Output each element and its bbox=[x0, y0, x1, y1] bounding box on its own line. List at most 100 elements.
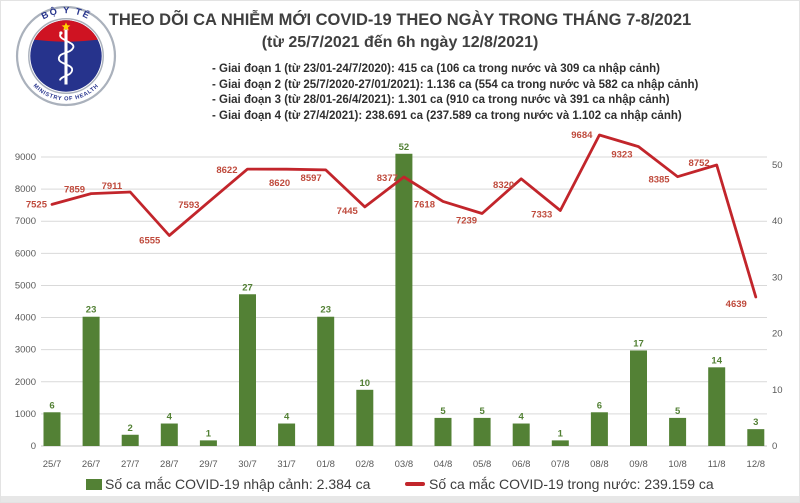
bar bbox=[590, 412, 608, 446]
right-axis-tick: 40 bbox=[772, 216, 783, 227]
line-value-label: 7445 bbox=[337, 206, 359, 217]
bar bbox=[395, 153, 413, 446]
line-value-label: 8620 bbox=[269, 178, 290, 189]
bar bbox=[317, 316, 335, 446]
bar bbox=[747, 429, 765, 446]
bar bbox=[278, 423, 296, 446]
legend-imported-label: Số ca mắc COVID-19 nhập cảnh: 2.384 ca bbox=[105, 476, 371, 492]
date-label: 12/8 bbox=[747, 459, 766, 470]
bar bbox=[512, 423, 530, 446]
axis-labels: 0100020003000400050006000700080009000010… bbox=[15, 152, 783, 470]
date-label: 03/8 bbox=[395, 459, 414, 470]
bar bbox=[708, 367, 726, 446]
phase-line-1: - Giai đoạn 1 (từ 23/01-24/7/2020): 415 … bbox=[212, 63, 660, 75]
bar-value-label: 17 bbox=[633, 338, 644, 349]
bar-value-label: 6 bbox=[597, 400, 602, 411]
bar-value-label: 14 bbox=[711, 355, 722, 366]
left-axis-tick: 4000 bbox=[15, 313, 36, 324]
bar bbox=[199, 440, 217, 446]
line-value-label: 8320 bbox=[493, 180, 514, 191]
snake-icon bbox=[57, 32, 75, 81]
line-value-label: 9684 bbox=[571, 130, 593, 141]
line-value-label: 7859 bbox=[64, 185, 85, 196]
left-axis-tick: 0 bbox=[31, 441, 36, 452]
star-icon bbox=[61, 22, 71, 31]
bar bbox=[630, 350, 647, 446]
combo-chart: 6 23 2 4 1 27 4 23 10 52 5 5 4 1 6 17 5 14 3 7525 7859 7911 65… bbox=[15, 130, 783, 470]
line-value-label: 8597 bbox=[301, 173, 322, 184]
left-axis-tick: 9000 bbox=[15, 152, 36, 163]
domestic-cases-line-icon bbox=[405, 482, 425, 486]
imported-cases-swatch-icon bbox=[86, 478, 102, 490]
line-value-label: 7239 bbox=[456, 216, 477, 227]
bar bbox=[82, 316, 100, 446]
line-value-label: 9323 bbox=[611, 150, 632, 161]
legend-item-domestic: Số ca mắc COVID-19 trong nước: 239.159 c… bbox=[405, 476, 714, 492]
bar bbox=[473, 417, 491, 446]
page-title: THEO DÕI CA NHIỄM MỚI COVID-19 THEO NGÀY… bbox=[108, 11, 692, 29]
line-value-label: 4639 bbox=[726, 299, 747, 310]
phase-summary-list: - Giai đoạn 1 (từ 23/01-24/7/2020): 415 … bbox=[212, 62, 698, 124]
bar-value-label: 23 bbox=[86, 305, 97, 316]
date-label: 30/7 bbox=[238, 459, 257, 470]
left-axis-tick: 5000 bbox=[15, 280, 36, 291]
bar-value-label: 4 bbox=[519, 412, 525, 423]
bar-value-label: 5 bbox=[479, 406, 485, 417]
left-axis-tick: 6000 bbox=[15, 248, 36, 259]
bar bbox=[160, 423, 178, 446]
right-axis-tick: 20 bbox=[772, 329, 783, 340]
right-axis-tick: 10 bbox=[772, 385, 783, 396]
moh-logo-icon: BỘ Y TẾ MINISTRY OF HEALTH bbox=[15, 5, 117, 107]
bar-value-label: 3 bbox=[753, 417, 758, 428]
line-value-label: 8385 bbox=[648, 175, 670, 186]
phase-line-2: - Giai đoạn 2 (từ 25/7/2020-27/01/2021):… bbox=[212, 78, 699, 91]
date-label: 06/8 bbox=[512, 459, 531, 470]
bar-value-label: 1 bbox=[558, 428, 564, 439]
date-label: 27/7 bbox=[121, 459, 140, 470]
right-axis-tick: 0 bbox=[772, 441, 777, 452]
left-axis-tick: 3000 bbox=[15, 345, 36, 356]
bar-value-label: 10 bbox=[360, 378, 371, 389]
phase-line-3: - Giai đoạn 3 (từ 28/01-26/4/2021): 1.30… bbox=[212, 94, 670, 106]
line-value-label: 7911 bbox=[102, 181, 123, 192]
bar bbox=[121, 434, 139, 446]
bar-value-label: 4 bbox=[284, 412, 290, 423]
bar-value-label: 52 bbox=[399, 142, 410, 153]
bar bbox=[551, 440, 569, 446]
bar-value-label: 27 bbox=[242, 282, 253, 293]
bar-value-labels: 6 23 2 4 1 27 4 23 10 52 5 5 4 1 6 17 5 14 3 bbox=[49, 142, 758, 440]
bar-value-label: 5 bbox=[440, 406, 446, 417]
date-label: 25/7 bbox=[43, 459, 62, 470]
date-label: 01/8 bbox=[316, 459, 335, 470]
ministry-of-health-logo: BỘ Y TẾ MINISTRY OF HEALTH bbox=[15, 5, 117, 107]
date-label: 31/7 bbox=[277, 459, 296, 470]
left-axis-tick: 1000 bbox=[15, 409, 36, 420]
bar bbox=[239, 294, 256, 446]
bar-value-label: 6 bbox=[49, 400, 54, 411]
date-label: 28/7 bbox=[160, 459, 179, 470]
bar-value-label: 2 bbox=[128, 423, 133, 434]
header: THEO DÕI CA NHIỄM MỚI COVID-19 THEO NGÀY… bbox=[1, 9, 799, 53]
line-value-labels: 7525 7859 7911 6555 7593 8622 8620 8597 7445 8377… bbox=[26, 130, 747, 310]
date-label: 09/8 bbox=[629, 459, 648, 470]
legend-item-imported: Số ca mắc COVID-19 nhập cảnh: 2.384 ca bbox=[86, 476, 370, 492]
page-subtitle: (từ 25/7/2021 đến 6h ngày 12/8/2021) bbox=[261, 34, 539, 51]
bar-value-label: 23 bbox=[320, 305, 331, 316]
bar-value-label: 4 bbox=[167, 412, 173, 423]
bar bbox=[669, 417, 687, 446]
bar bbox=[43, 412, 61, 446]
right-axis-tick: 30 bbox=[772, 272, 783, 283]
date-label: 07/8 bbox=[551, 459, 570, 470]
line-value-label: 8377 bbox=[377, 173, 398, 184]
left-axis-tick: 8000 bbox=[15, 184, 36, 195]
line-value-label: 7333 bbox=[531, 210, 552, 221]
date-label: 04/8 bbox=[434, 459, 453, 470]
line-value-label: 8622 bbox=[216, 165, 237, 176]
screenshot-bottom-edge bbox=[1, 496, 799, 502]
phase-line-4: - Giai đoạn 4 (từ 27/4/2021): 238.691 ca… bbox=[212, 109, 682, 122]
bar-value-label: 1 bbox=[206, 428, 212, 439]
date-label: 26/7 bbox=[82, 459, 101, 470]
line-value-label: 8752 bbox=[689, 158, 710, 169]
line-value-label: 6555 bbox=[139, 236, 161, 247]
left-axis-tick: 7000 bbox=[15, 216, 36, 227]
